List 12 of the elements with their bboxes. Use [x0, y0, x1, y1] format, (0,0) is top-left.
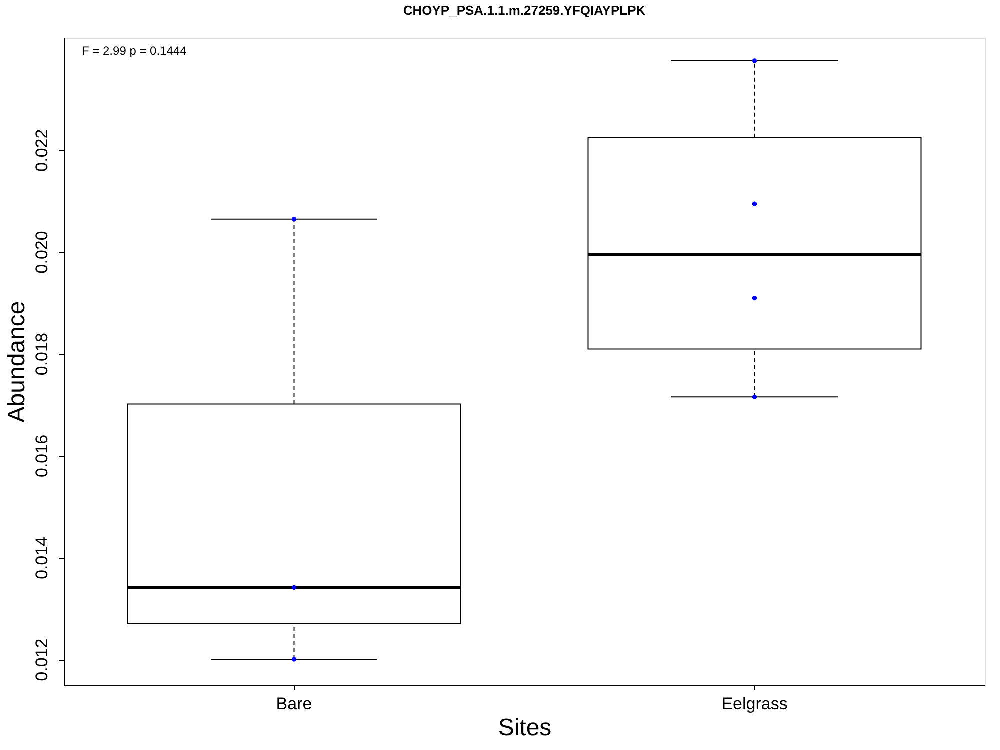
chart-title: CHOYP_PSA.1.1.m.27259.YFQIAYPLPK — [403, 3, 646, 18]
y-tick-label: 0.022 — [32, 129, 52, 172]
y-tick-label: 0.020 — [32, 231, 52, 274]
y-tick-label: 0.016 — [32, 434, 52, 478]
x-tick-label: Eelgrass — [722, 694, 788, 714]
x-axis-title: Sites — [498, 714, 552, 742]
annotation: F = 2.99 p = 0.1444 — [82, 44, 188, 58]
y-tick-label: 0.018 — [32, 333, 52, 376]
x-tick-label: Bare — [276, 694, 312, 714]
y-tick-label: 0.012 — [32, 638, 52, 682]
y-tick-label: 0.014 — [32, 536, 52, 580]
y-axis-title: Abundance — [4, 301, 30, 423]
